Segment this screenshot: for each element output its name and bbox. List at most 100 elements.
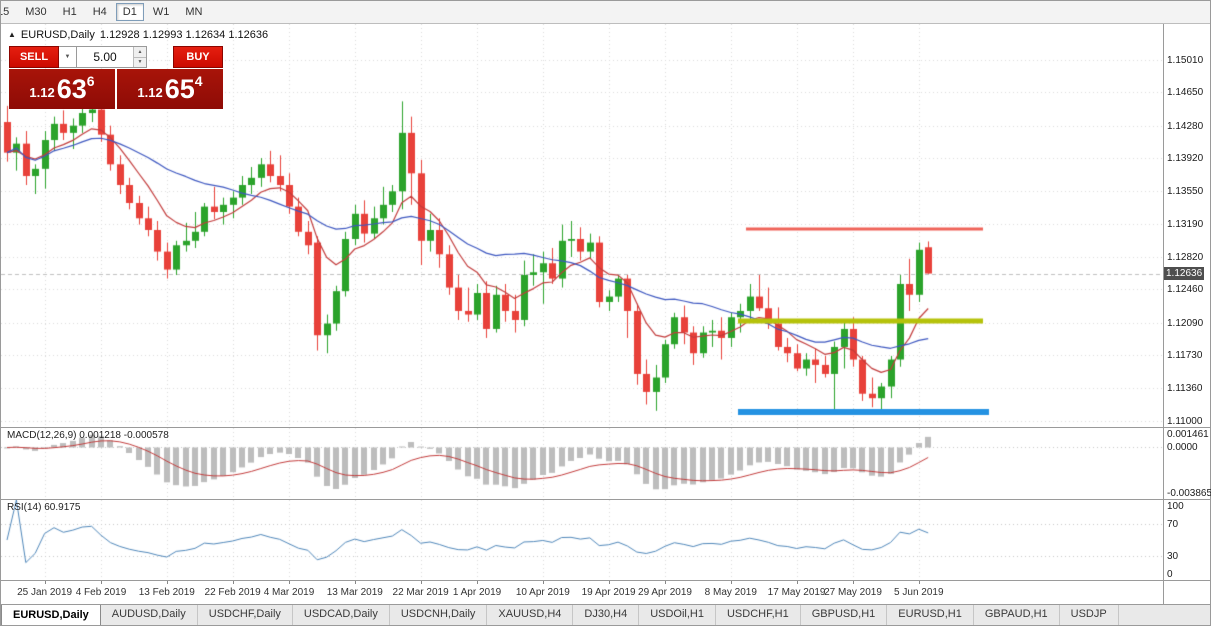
chart-tab-eurusd-daily[interactable]: EURUSD,Daily — [1, 605, 101, 625]
time-axis-tick — [421, 581, 422, 584]
timeframe-button-m30[interactable]: M30 — [25, 6, 47, 18]
rsi-scale-label: 70 — [1167, 519, 1179, 530]
price-scale-label: 1.11360 — [1167, 383, 1203, 395]
price-scale-label: 1.12090 — [1167, 317, 1204, 329]
date-label: 29 Apr 2019 — [638, 587, 692, 598]
chart-tab-dj30-h4[interactable]: DJ30,H4 — [573, 605, 640, 625]
date-label: 17 May 2019 — [767, 587, 826, 598]
date-label: 4 Mar 2019 — [263, 587, 315, 598]
volume-dropdown[interactable]: ▼ — [59, 46, 77, 68]
timeframe-button-d1[interactable]: D1 — [115, 3, 144, 21]
macd-canvas[interactable] — [1, 428, 1163, 499]
volume-increase-button[interactable]: ▲ — [134, 47, 146, 58]
chart-tab-usdchf-h1[interactable]: USDCHF,H1 — [716, 605, 801, 625]
chart-tab-bar: EURUSD,Daily AUDUSD,Daily USDCHF,Daily USDC… — [1, 604, 1210, 625]
chevron-down-icon: ▼ — [64, 54, 71, 60]
macd-scale[interactable]: 0.001461 0.0000 -0.003865 — [1164, 427, 1211, 499]
chart-tab-usdchf-daily[interactable]: USDCHF,Daily — [198, 605, 293, 625]
macd-scale-label: 0.0000 — [1167, 442, 1198, 454]
macd-label: MACD(12,26,9) 0.001218 -0.000578 — [7, 430, 169, 441]
time-axis-tick — [355, 581, 356, 584]
time-axis-tick — [609, 581, 610, 584]
time-axis[interactable]: 25 Jan 2019 4 Feb 2019 13 Feb 2019 22 Feb 2… — [1, 580, 1163, 604]
time-axis-tick — [45, 581, 46, 584]
buy-price-prefix: 1.12 — [137, 84, 163, 100]
trade-prices-row: 1.12 63 6 1.12 65 4 — [9, 69, 223, 109]
chart-tab-eurusd-h1[interactable]: EURUSD,H1 — [887, 605, 974, 625]
time-axis-tick — [289, 581, 290, 584]
chart-tab-gbpaud-h1[interactable]: GBPAUD,H1 — [974, 605, 1060, 625]
price-scale[interactable]: 1.15010 1.14650 1.14280 1.13920 1.13550 1.131… — [1164, 24, 1210, 427]
timeframe-toolbar: 15 M30 H1 H4 D1 W1 MN — [1, 1, 1210, 24]
volume-input[interactable] — [77, 47, 133, 67]
chart-tab-usdjp[interactable]: USDJP — [1060, 605, 1119, 625]
buy-price-pips: 65 — [164, 73, 195, 104]
date-label: 22 Feb 2019 — [204, 587, 261, 598]
expand-icon[interactable]: ▲ — [8, 30, 16, 39]
chart-tab-usdoil-h1[interactable]: USDOil,H1 — [639, 605, 716, 625]
price-scale-label: 1.12820 — [1167, 251, 1204, 263]
date-label: 25 Jan 2019 — [17, 587, 73, 598]
rsi-scale-label: 30 — [1167, 551, 1179, 562]
chart-ohlc-values: 1.12928 1.12993 1.12634 1.12636 — [99, 29, 269, 41]
time-axis-tick — [233, 581, 234, 584]
date-label: 27 May 2019 — [824, 587, 882, 598]
price-chart-panel: ▲ EURUSD,Daily 1.12928 1.12993 1.12634 1… — [1, 24, 1163, 427]
date-label: 4 Feb 2019 — [75, 587, 127, 598]
rsi-canvas[interactable] — [1, 500, 1163, 580]
trade-controls-row: SELL ▼ ▲ ▼ BUY — [9, 46, 223, 68]
rsi-scale-label: 0 — [1167, 569, 1173, 580]
date-label: 22 Mar 2019 — [392, 587, 449, 598]
chart-workspace: ▲ EURUSD,Daily 1.12928 1.12993 1.12634 1… — [1, 24, 1211, 604]
chart-tab-audusd-daily[interactable]: AUDUSD,Daily — [101, 605, 198, 625]
time-axis-tick — [853, 581, 854, 584]
chart-tab-usdcad-daily[interactable]: USDCAD,Daily — [293, 605, 390, 625]
timeframe-button-mn[interactable]: MN — [185, 6, 203, 18]
time-axis-tick — [665, 581, 666, 584]
scale-corner — [1164, 580, 1210, 604]
time-axis-tick — [543, 581, 544, 584]
chart-tab-xauusd-h4[interactable]: XAUUSD,H4 — [487, 605, 574, 625]
timeframe-button-h4[interactable]: H4 — [92, 6, 107, 18]
time-axis-tick — [797, 581, 798, 584]
date-label: 13 Feb 2019 — [138, 587, 195, 598]
sell-price-prefix: 1.12 — [29, 84, 55, 100]
date-label: 1 Apr 2019 — [452, 587, 502, 598]
price-scale-label: 1.11730 — [1167, 350, 1203, 362]
buy-price-display[interactable]: 1.12 65 4 — [117, 69, 223, 109]
date-label: 13 Mar 2019 — [326, 587, 383, 598]
date-label: 8 May 2019 — [704, 587, 757, 598]
price-scale-label: 1.14280 — [1167, 120, 1204, 132]
price-scale-label: 1.15010 — [1167, 54, 1204, 66]
macd-scale-label: -0.003865 — [1167, 488, 1211, 499]
price-scale-column: 1.15010 1.14650 1.14280 1.13920 1.13550 1.131… — [1163, 24, 1211, 604]
rsi-label: RSI(14) 60.9175 — [7, 502, 81, 513]
volume-field: ▲ ▼ — [77, 46, 147, 68]
price-scale-label: 1.13920 — [1167, 153, 1204, 165]
timeframe-button-h1[interactable]: H1 — [62, 6, 77, 18]
date-label: 5 Jun 2019 — [894, 587, 944, 598]
rsi-scale[interactable]: 100 70 30 0 — [1164, 499, 1210, 580]
macd-indicator-panel: MACD(12,26,9) 0.001218 -0.000578 — [1, 427, 1163, 499]
price-scale-label: 1.11000 — [1167, 415, 1203, 427]
buy-price-point: 4 — [194, 73, 203, 89]
chart-tab-usdcnh-daily[interactable]: USDCNH,Daily — [390, 605, 488, 625]
time-axis-tick — [101, 581, 102, 584]
time-axis-tick — [731, 581, 732, 584]
price-scale-label: 1.14650 — [1167, 87, 1204, 99]
macd-scale-label: 0.001461 — [1167, 429, 1209, 440]
timeframe-button-15[interactable]: 15 — [1, 6, 10, 18]
chart-title: EURUSD,Daily — [20, 29, 95, 41]
chart-tab-gbpusd-h1[interactable]: GBPUSD,H1 — [801, 605, 888, 625]
price-scale-label: 1.13190 — [1167, 218, 1204, 230]
sell-price-pips: 63 — [56, 73, 87, 104]
volume-decrease-button[interactable]: ▼ — [134, 57, 146, 67]
buy-button[interactable]: BUY — [173, 46, 223, 68]
chart-panels: ▲ EURUSD,Daily 1.12928 1.12993 1.12634 1… — [1, 24, 1163, 604]
price-scale-label: 1.13550 — [1167, 186, 1204, 198]
trade-panel-spacer — [147, 46, 173, 68]
chart-header: ▲ EURUSD,Daily 1.12928 1.12993 1.12634 1… — [8, 29, 268, 41]
sell-button[interactable]: SELL — [9, 46, 59, 68]
sell-price-display[interactable]: 1.12 63 6 — [9, 69, 115, 109]
timeframe-button-w1[interactable]: W1 — [152, 6, 170, 18]
